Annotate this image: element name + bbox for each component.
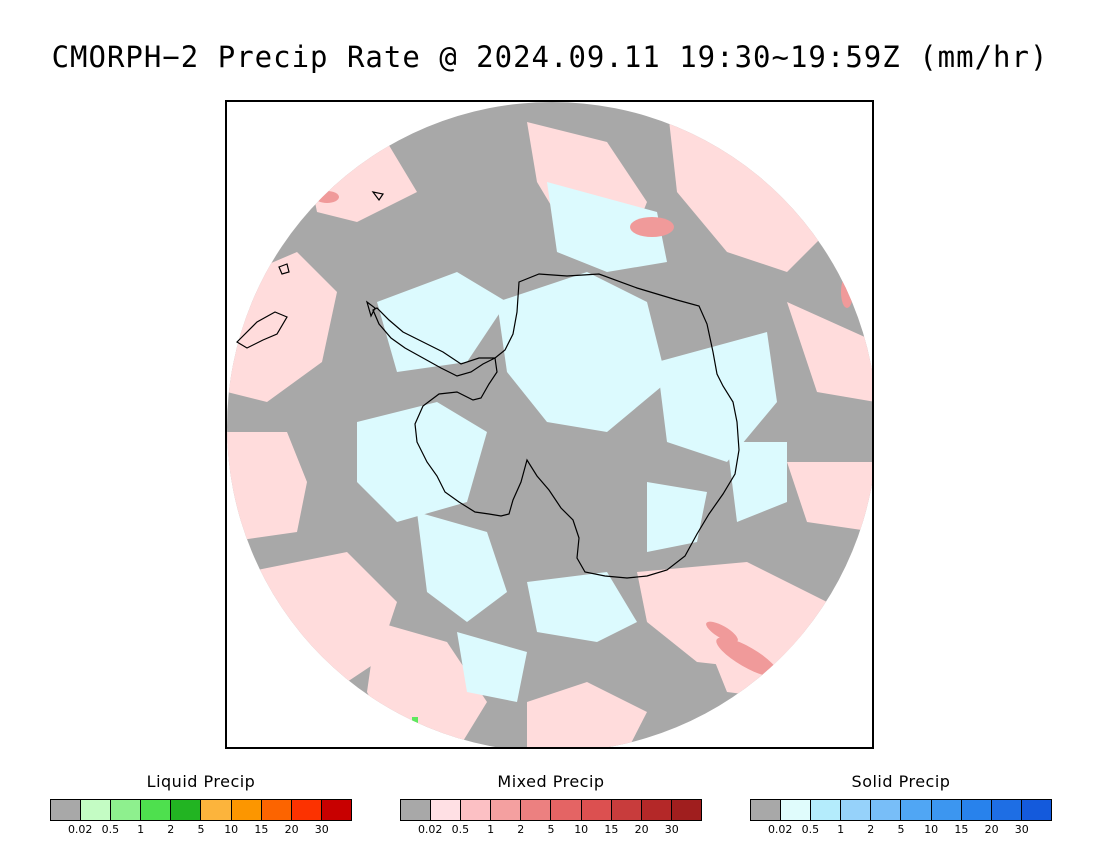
island-coastline	[278, 263, 290, 275]
color-swatch	[431, 800, 462, 820]
tick-label: 0.5	[451, 823, 470, 836]
color-swatch	[871, 800, 902, 820]
color-swatch	[461, 800, 492, 820]
tick-label: 30	[664, 823, 679, 836]
tick-label: 0.02	[67, 823, 93, 836]
color-swatch	[201, 800, 232, 820]
tick-label: 15	[604, 823, 619, 836]
color-swatch	[931, 800, 962, 820]
color-swatch	[141, 800, 172, 820]
tick-label: 15	[254, 823, 269, 836]
tick-labels: 0.02 0.5 1 2 5 10 15 20 30	[50, 823, 352, 837]
tick-label: 10	[224, 823, 239, 836]
color-swatch	[291, 800, 322, 820]
mixed-moderate-patches	[315, 191, 853, 677]
tick-label: 0.02	[767, 823, 793, 836]
color-swatch	[321, 800, 351, 820]
tick-label: 5	[547, 823, 555, 836]
legend-title: Liquid Precip	[146, 772, 256, 791]
tick-label: 2	[867, 823, 875, 836]
color-swatch	[171, 800, 202, 820]
polar-map	[227, 102, 872, 747]
tick-label: 20	[984, 823, 999, 836]
color-bar	[750, 799, 1052, 821]
tick-label: 1	[137, 823, 145, 836]
tick-label: 0.02	[417, 823, 443, 836]
color-swatch	[551, 800, 582, 820]
legend-title: Solid Precip	[851, 772, 951, 791]
color-swatch	[671, 800, 701, 820]
color-bar	[50, 799, 352, 821]
legend-solid-precip: Solid Precip 0.02 0.5 1 2 5 10 15 20 30	[750, 772, 1052, 837]
tick-labels: 0.02 0.5 1 2 5 10 15 20 30	[750, 823, 1052, 837]
color-swatch	[581, 800, 612, 820]
tick-label: 20	[634, 823, 649, 836]
color-swatch	[901, 800, 932, 820]
map-frame	[225, 100, 874, 749]
color-swatch	[491, 800, 522, 820]
legend-mixed-precip: Mixed Precip 0.02 0.5 1 2 5 10 15 20 30	[400, 772, 702, 837]
legend-title: Mixed Precip	[497, 772, 605, 791]
color-swatch	[81, 800, 112, 820]
tick-label: 2	[167, 823, 175, 836]
tick-label: 30	[314, 823, 329, 836]
island-coastline	[365, 300, 376, 318]
solid-precip-regions	[357, 182, 787, 702]
color-swatch	[751, 800, 782, 820]
liquid-precip-patch	[412, 717, 418, 725]
color-swatch	[1021, 800, 1051, 820]
color-swatch	[811, 800, 842, 820]
color-swatch	[111, 800, 142, 820]
color-swatch	[51, 800, 82, 820]
color-swatch	[961, 800, 992, 820]
color-swatch	[261, 800, 292, 820]
precip-field	[227, 102, 872, 747]
tick-label: 0.5	[801, 823, 820, 836]
color-swatch	[641, 800, 672, 820]
tick-label: 5	[197, 823, 205, 836]
tick-label: 5	[897, 823, 905, 836]
legend-liquid-precip: Liquid Precip 0.02 0.5 1 2 5 10 15 20 30	[50, 772, 352, 837]
color-swatch	[231, 800, 262, 820]
tick-label: 10	[574, 823, 589, 836]
color-swatch	[781, 800, 812, 820]
tick-label: 1	[837, 823, 845, 836]
island-coastline	[371, 191, 384, 202]
color-swatch	[521, 800, 552, 820]
tick-label: 20	[284, 823, 299, 836]
tick-label: 30	[1014, 823, 1029, 836]
antarctic-peninsula-coastline	[372, 307, 496, 377]
color-swatch	[611, 800, 642, 820]
page-title: CMORPH−2 Precip Rate @ 2024.09.11 19:30~…	[51, 40, 1049, 74]
tick-labels: 0.02 0.5 1 2 5 10 15 20 30	[400, 823, 702, 837]
tick-label: 1	[487, 823, 495, 836]
color-swatch	[991, 800, 1022, 820]
south-america-coastline	[236, 311, 288, 349]
color-swatch	[841, 800, 872, 820]
color-bar	[400, 799, 702, 821]
tick-label: 2	[517, 823, 525, 836]
tick-label: 15	[954, 823, 969, 836]
tick-label: 10	[924, 823, 939, 836]
antarctica-coastline	[414, 273, 740, 579]
color-swatch	[401, 800, 432, 820]
tick-label: 0.5	[101, 823, 120, 836]
